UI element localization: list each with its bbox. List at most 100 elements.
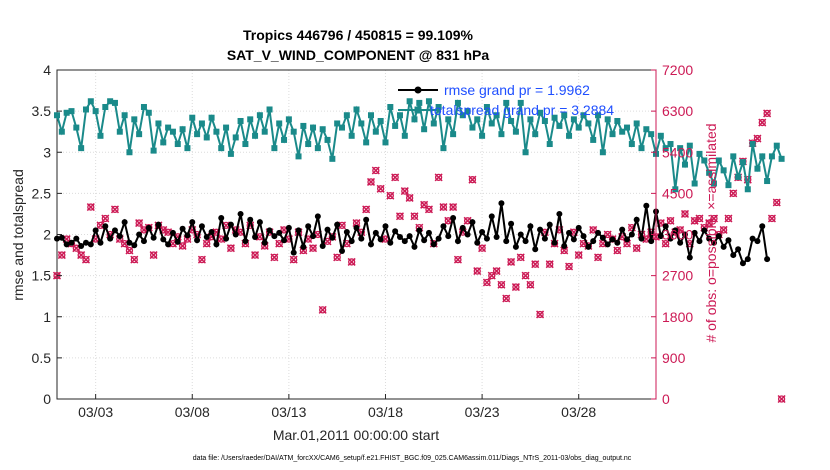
totalspread-point xyxy=(252,132,259,139)
totalspread-point xyxy=(126,149,133,156)
totalspread-point xyxy=(227,150,234,157)
totalspread-point xyxy=(237,117,244,124)
obs-possible-point xyxy=(386,192,394,200)
obs-assimilated-point xyxy=(695,214,704,223)
y-right-tick-label: 2700 xyxy=(662,268,693,284)
obs-assimilated-point xyxy=(333,253,342,262)
totalspread-point xyxy=(78,145,85,152)
totalspread-point xyxy=(329,155,336,162)
obs-possible-point xyxy=(507,258,515,266)
obs-possible-point xyxy=(633,244,641,252)
rmse-point xyxy=(237,210,244,217)
y-left-tick-label: 0.5 xyxy=(32,350,52,366)
cross-stroke xyxy=(434,173,443,182)
totalspread-point xyxy=(276,120,283,127)
rmse-point xyxy=(754,238,761,245)
rmse-point xyxy=(54,235,60,242)
totalspread-point xyxy=(546,141,553,148)
obs-possible-point xyxy=(575,251,583,259)
rmse-point xyxy=(140,238,147,245)
totalspread-point xyxy=(512,128,519,135)
obs-assimilated-point xyxy=(594,253,603,262)
cross-stroke xyxy=(405,193,414,202)
cross-stroke xyxy=(270,253,279,262)
cross-stroke xyxy=(589,225,598,234)
totalspread-point xyxy=(527,116,534,123)
rmse-point xyxy=(479,229,486,236)
cross-stroke xyxy=(516,253,525,262)
legend-rmse-text: rmse grand pr = 1.9962 xyxy=(444,82,590,98)
y-axis-label-right: # of obs: o=possible; ×=assimilated xyxy=(703,123,719,342)
obs-assimilated-point xyxy=(661,239,670,248)
rmse-point xyxy=(343,229,350,236)
totalspread-point xyxy=(667,141,674,148)
obs-assimilated-point xyxy=(391,173,400,182)
totalspread-point xyxy=(290,128,297,135)
cross-stroke xyxy=(676,225,685,234)
rmse-point xyxy=(145,224,152,231)
cross-stroke xyxy=(217,235,226,244)
totalspread-point xyxy=(566,132,573,139)
totalspread-point xyxy=(401,132,408,139)
totalspread-point xyxy=(194,131,201,138)
totalspread-point xyxy=(585,120,592,127)
totalspread-point xyxy=(213,128,220,135)
rmse-point xyxy=(213,241,220,248)
totalspread-point xyxy=(140,104,147,111)
obs-possible-point xyxy=(492,267,501,275)
cross-stroke xyxy=(632,244,641,253)
obs-assimilated-point xyxy=(772,198,781,207)
x-tick-label: 03/03 xyxy=(78,404,113,420)
rmse-point xyxy=(218,215,225,222)
obs-possible-point xyxy=(521,271,530,280)
totalspread-point xyxy=(628,141,635,148)
totalspread-point xyxy=(97,132,104,139)
rmse-point xyxy=(749,235,756,242)
totalspread-point xyxy=(508,117,515,124)
x-tick-label: 03/28 xyxy=(561,404,596,420)
obs-assimilated-point xyxy=(453,255,462,264)
totalspread-point xyxy=(735,173,742,180)
rmse-point xyxy=(474,239,481,246)
totalspread-point xyxy=(648,131,655,138)
rmse-point xyxy=(701,227,708,234)
obs-assimilated-point xyxy=(777,394,786,404)
y-left-tick-label: 0 xyxy=(43,391,51,407)
y-right-tick-label: 6300 xyxy=(662,103,693,119)
obs-possible-point xyxy=(391,173,399,182)
cross-stroke xyxy=(719,225,728,234)
rmse-point xyxy=(102,223,109,230)
rmse-point xyxy=(643,202,650,209)
obs-possible-point xyxy=(758,118,766,127)
cross-stroke xyxy=(337,221,347,230)
obs-assimilated-point xyxy=(666,216,675,225)
cross-stroke xyxy=(366,177,376,186)
cross-stroke xyxy=(492,267,501,276)
totalspread-point xyxy=(739,159,746,166)
y-left-tick-label: 3.5 xyxy=(32,103,52,119)
totalspread-point xyxy=(759,153,766,160)
totalspread-point xyxy=(744,186,751,193)
obs-possible-point xyxy=(444,217,452,225)
obs-assimilated-point xyxy=(632,244,641,253)
totalspread-point xyxy=(619,128,626,135)
totalspread-point xyxy=(710,180,717,187)
rmse-point xyxy=(517,231,524,238)
obs-assimilated-point xyxy=(376,184,385,193)
obs-assimilated-point xyxy=(400,187,409,196)
obs-assimilated-point xyxy=(125,246,134,255)
cross-stroke xyxy=(86,203,95,212)
obs-possible-point xyxy=(270,253,279,261)
rmse-point xyxy=(662,223,669,230)
obs-possible-point xyxy=(565,262,573,271)
obs-assimilated-point xyxy=(226,244,235,253)
y-left-tick-label: 1.5 xyxy=(32,268,52,284)
totalspread-point xyxy=(561,112,568,119)
obs-assimilated-point xyxy=(521,271,530,280)
obs-possible-point xyxy=(149,251,158,259)
obs-assimilated-point xyxy=(318,305,327,314)
obs-possible-point xyxy=(729,189,737,198)
obs-assimilated-point xyxy=(526,280,535,289)
rmse-point xyxy=(382,223,389,230)
